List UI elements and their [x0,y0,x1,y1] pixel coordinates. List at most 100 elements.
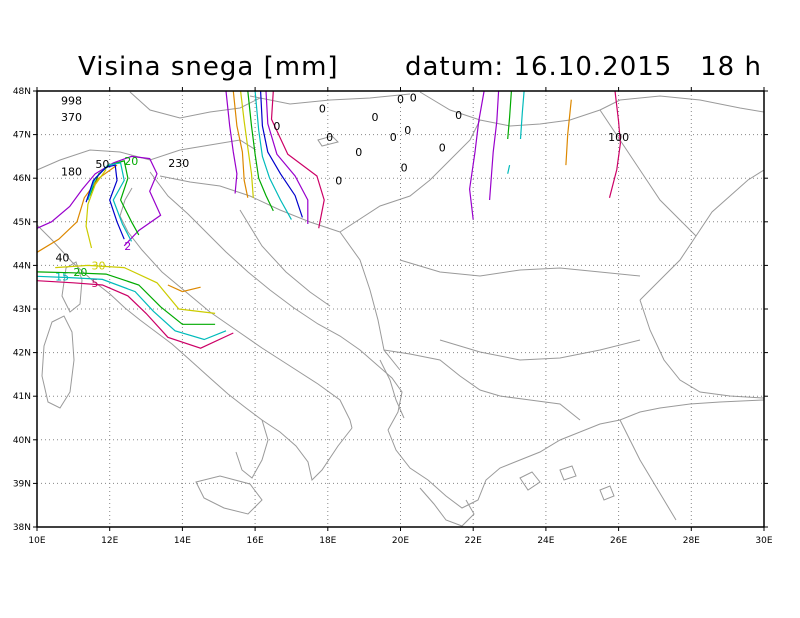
border-serbia [339,231,401,371]
lon-tick-label: 30E [755,536,772,546]
contour-line [36,275,227,341]
contour-label: 30 [92,259,106,272]
contour-label: 2 [124,240,131,253]
lat-tick-label: 47N [13,131,31,141]
lon-tick-label: 16E [247,536,264,546]
contour-line [85,164,125,240]
date-value: 16.10.2015 [513,52,673,82]
coastline-italy-west [36,224,353,481]
contour-line [225,90,238,194]
contour-line [265,90,309,224]
coastline-sicily [195,475,263,515]
value-label: 0 [319,102,326,115]
contour-label: 5 [92,277,99,290]
lat-tick-label: 46N [13,174,31,184]
lon-tick-label: 10E [28,536,45,546]
contour-line [85,169,107,249]
border-danube [399,259,641,277]
contour-line [232,90,249,198]
lon-tick-label: 26E [610,536,627,546]
contour-line [489,90,500,201]
value-label: 0 [335,174,342,187]
border-ukraine [619,95,765,113]
coastline-peloponnese [419,487,475,527]
contour-line [167,284,201,293]
contour-line [608,90,622,198]
lat-tick-label: 43N [13,305,31,315]
value-label: 0 [397,93,404,106]
coastline-aegean-islands [519,465,615,501]
lon-tick-label: 24E [537,536,554,546]
border-slovakia [249,93,411,105]
border-albania [379,359,405,419]
lat-tick-label: 48N [13,87,31,97]
coastline-black-sea [639,169,765,301]
value-label: 180 [61,166,82,179]
value-label: 0 [355,146,362,159]
contour-line [507,164,511,174]
coastline-corsica [61,261,83,313]
lon-tick-label: 12E [101,536,118,546]
contour-line [254,90,292,220]
border-bulgaria-south [439,339,641,361]
axis-tick-labels: 10E 12E 14E 16E 18E 20E 22E 24E 26E 28E 30E 38N 39N 4… [13,87,773,546]
lat-tick-label: 42N [13,349,31,359]
value-label: 0 [273,120,280,133]
lon-tick-label: 18E [319,536,336,546]
value-label: 0 [455,109,462,122]
date-label: datum: [405,52,505,82]
graticule-grid [37,91,764,527]
coastline-italy-south [235,419,269,479]
border-moldova [599,109,697,237]
value-label: 0 [410,92,417,105]
lon-tick-label: 14E [174,536,191,546]
lat-tick-label: 40N [13,436,31,446]
value-label: 0 [326,131,333,144]
border-lake-balaton [317,135,339,147]
contour-line [36,155,162,247]
lon-tick-label: 20E [392,536,409,546]
snow-depth-contours: 2 5 15 20 30 20 [36,90,622,349]
map-frame [33,87,768,531]
hour-value: 18 h [700,52,762,82]
coastline-greece [387,429,581,509]
coastline-balkan [149,171,403,431]
value-label: 0 [390,131,397,144]
value-label: 100 [608,131,629,144]
coastline-bosphorus [639,299,765,399]
contour-line [468,90,485,220]
value-label: 0 [439,142,446,155]
value-label: 40 [55,252,69,265]
lat-tick-label: 41N [13,392,31,402]
contour-line [519,90,525,140]
contour-label: 15 [55,270,69,283]
value-label: 50 [95,158,109,171]
contour-line [565,99,572,166]
contour-label: 20 [124,155,138,168]
map-title-date: datum: 16.10.2015 18 h [405,52,762,82]
map-title-parameter: Visina snega [mm] [78,52,339,82]
frame-border [36,90,765,528]
coastline-aegean-east [619,419,677,521]
value-label: 230 [168,157,189,170]
border-austria-hungary [129,91,261,119]
contour-line [507,90,512,140]
contour-line [36,271,216,325]
border-romania-west [339,119,481,233]
lat-tick-label: 39N [13,479,31,489]
lat-tick-label: 45N [13,218,31,228]
contour-line [36,280,234,349]
value-label: 370 [61,111,82,124]
contour-line [270,90,325,229]
value-label: 998 [61,95,82,108]
coastline-border-layer [36,91,765,527]
border-bosnia [239,209,331,307]
coastline-sardinia [41,315,75,409]
lat-tick-label: 38N [13,523,31,533]
value-label: 0 [372,111,379,124]
lon-tick-label: 22E [465,536,482,546]
value-label: 0 [401,161,408,174]
contour-label: 20 [73,266,87,279]
